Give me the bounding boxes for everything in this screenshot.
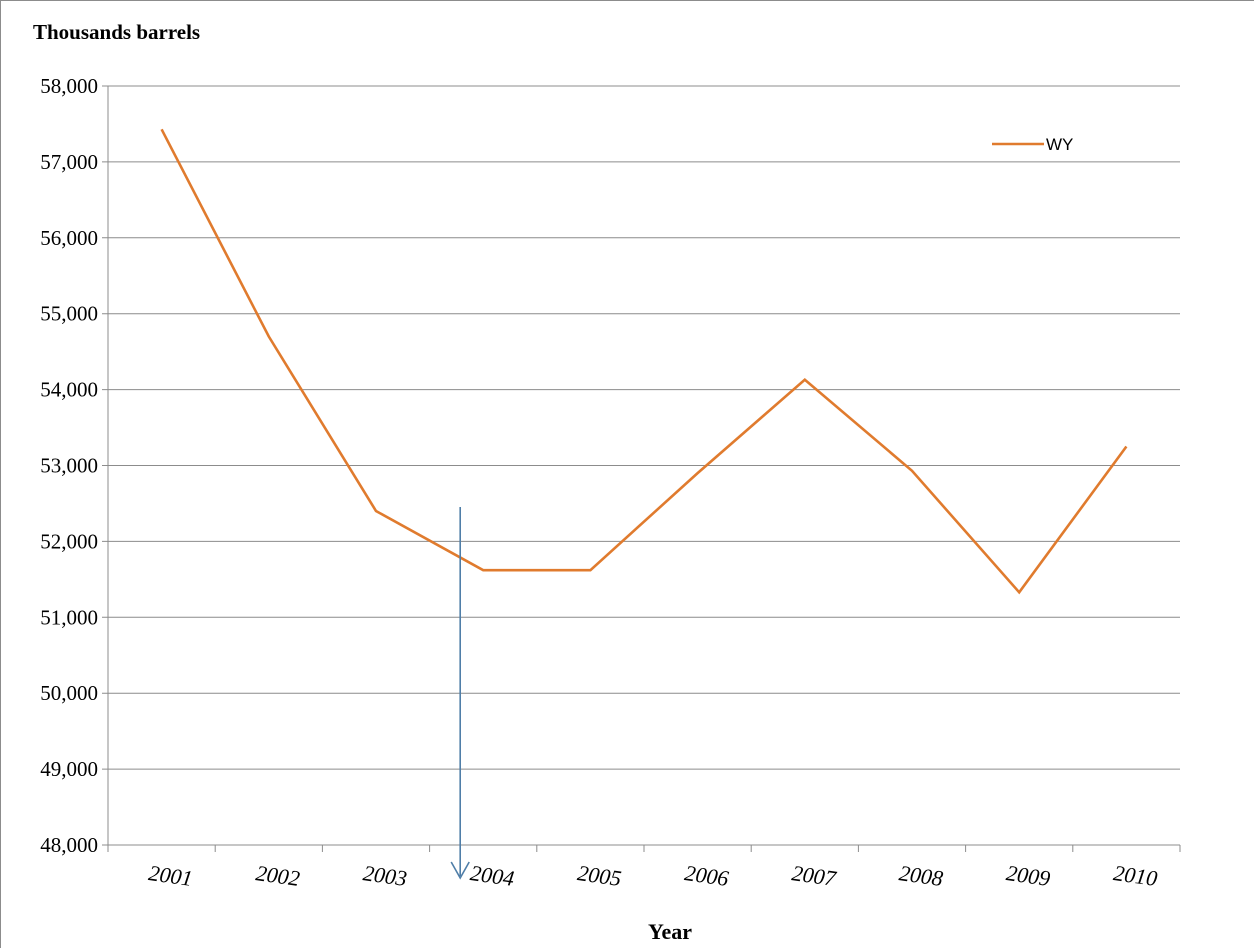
- x-tick-label: 2005: [576, 860, 623, 891]
- y-axis-ticks: 48,000 49,000 50,000 51,000 52,000 53,000 54,0…: [40, 74, 98, 857]
- legend: WY: [992, 135, 1073, 154]
- x-tick-label: 2009: [1005, 860, 1052, 891]
- y-tick-label: 56,000: [40, 226, 98, 250]
- y-tick-label: 52,000: [40, 529, 98, 553]
- x-tick-label: 2001: [147, 860, 194, 891]
- x-tick-label: 2007: [790, 860, 838, 891]
- series-line-wy: [160, 128, 1128, 595]
- x-tick-label: 2010: [1112, 860, 1159, 891]
- x-axis-title: Year: [648, 919, 692, 944]
- annotation-arrow-head: [450, 861, 470, 880]
- gridlines: [102, 85, 1180, 846]
- y-tick-label: 54,000: [40, 378, 98, 402]
- legend-label: WY: [1046, 135, 1073, 154]
- y-tick-label: 49,000: [40, 757, 98, 781]
- y-tick-label: 57,000: [40, 150, 98, 174]
- x-tick-label: 2002: [254, 860, 301, 891]
- y-tick-label: 53,000: [40, 454, 98, 478]
- y-tick-label: 51,000: [40, 605, 98, 629]
- y-tick-label: 58,000: [40, 74, 98, 98]
- x-tick-label: 2004: [469, 860, 516, 891]
- y-tick-label: 48,000: [40, 833, 98, 857]
- x-tick-label: 2003: [362, 860, 409, 891]
- y-tick-label: 55,000: [40, 302, 98, 326]
- x-tick-label: 2008: [898, 860, 945, 891]
- y-tick-label: 50,000: [40, 681, 98, 705]
- y-axis-title: Thousands barrels: [33, 20, 201, 44]
- x-tick-label: 2006: [683, 860, 730, 891]
- annotation-group: [450, 507, 470, 880]
- series-group: [160, 128, 1128, 595]
- x-axis: [107, 86, 1181, 852]
- x-axis-ticks: 2001 2002 2003 2004 2005 2006 2007 2008 2009 2010: [147, 860, 1159, 891]
